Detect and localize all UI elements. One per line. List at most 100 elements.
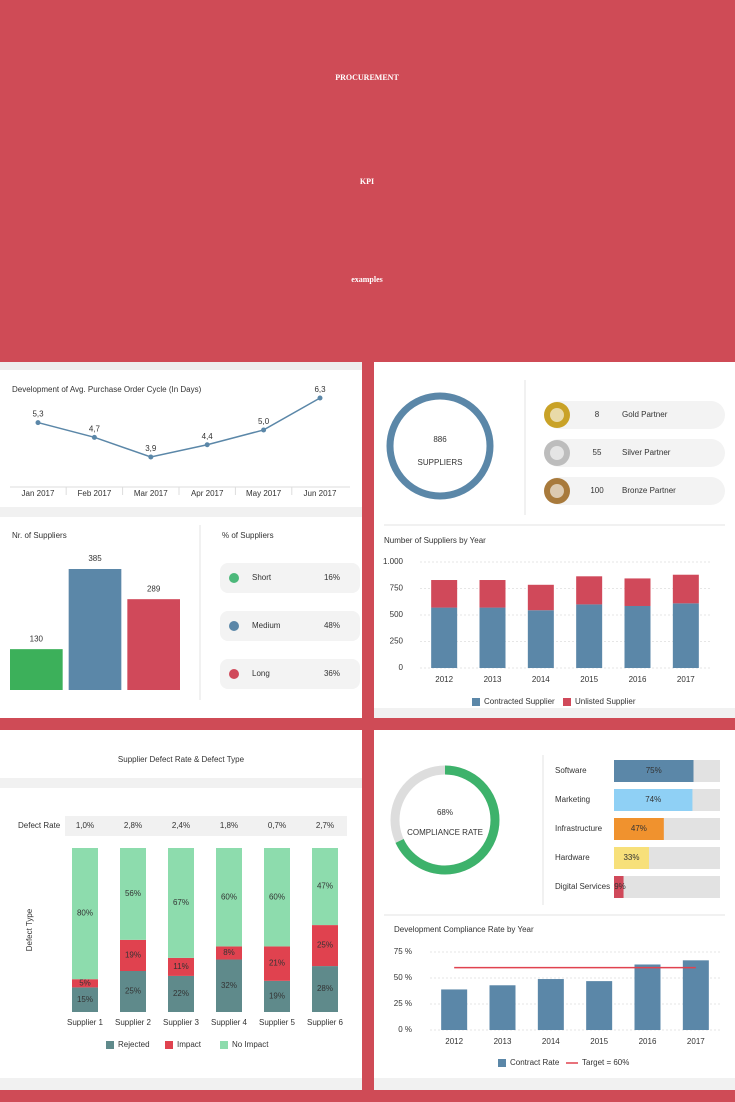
x-tick-label: 2015 xyxy=(580,675,598,684)
data-label: 47% xyxy=(317,882,333,891)
data-label: 4,4 xyxy=(202,432,214,441)
bar-segment xyxy=(312,848,338,926)
point xyxy=(148,454,154,460)
partner-label: Silver Partner xyxy=(622,448,671,457)
bar-segment xyxy=(624,578,651,606)
partner-label: Bronze Partner xyxy=(622,486,676,495)
y-axis-label: Defect Type xyxy=(25,908,34,951)
y-tick-label: 250 xyxy=(390,637,404,646)
bar-segment xyxy=(576,576,603,605)
partner-medal-inner xyxy=(550,484,564,498)
bar-label: Hardware xyxy=(555,853,590,862)
row-value: 2,4% xyxy=(172,821,190,830)
chart-title: Nr. of Suppliers xyxy=(12,531,67,540)
legend-swatch xyxy=(220,1041,228,1049)
bar-label: Digital Services xyxy=(555,882,610,891)
bar-label: Software xyxy=(555,766,587,775)
bar-segment xyxy=(527,610,554,668)
bar xyxy=(586,981,613,1030)
x-tick-label: Apr 2017 xyxy=(191,489,224,498)
legend-swatch xyxy=(498,1059,506,1067)
bar xyxy=(441,989,468,1030)
bar-segment xyxy=(624,605,651,668)
bar-segment xyxy=(672,574,699,604)
list-value: 36% xyxy=(324,669,340,678)
data-label: 6,3 xyxy=(314,385,326,394)
panel-band xyxy=(374,1078,735,1090)
data-label: 385 xyxy=(88,554,102,563)
x-tick-label: Jan 2017 xyxy=(22,489,55,498)
data-label: 80% xyxy=(77,909,93,918)
legend-swatch xyxy=(472,698,480,706)
row-band xyxy=(65,816,347,836)
gauge-value: 68% xyxy=(437,808,453,817)
legend-label: No Impact xyxy=(232,1040,269,1049)
x-tick-label: May 2017 xyxy=(246,489,282,498)
bar xyxy=(537,979,564,1030)
legend-swatch xyxy=(563,698,571,706)
bar-segment xyxy=(120,939,146,971)
bar-segment xyxy=(120,848,146,940)
point xyxy=(204,442,210,448)
x-tick-label: 2014 xyxy=(532,675,550,684)
bar xyxy=(614,847,649,869)
legend-label: Impact xyxy=(177,1040,202,1049)
point xyxy=(261,427,267,433)
data-label: 5,0 xyxy=(258,417,270,426)
partner-row xyxy=(545,439,725,467)
bar-segment xyxy=(264,980,290,1012)
bar-segment xyxy=(168,975,194,1012)
bar-segment xyxy=(527,584,554,611)
panel-band xyxy=(374,708,735,718)
y-tick-label: 50 % xyxy=(394,973,412,982)
row-value: 2,7% xyxy=(316,821,334,830)
bar-segment xyxy=(216,946,242,960)
row-value: 1,8% xyxy=(220,821,238,830)
x-tick-label: Supplier 3 xyxy=(163,1018,200,1027)
kpi-value: 886 xyxy=(433,435,447,444)
bar-segment xyxy=(264,848,290,947)
banner-line: examples xyxy=(351,275,383,284)
partner-row xyxy=(545,401,725,429)
bar-segment xyxy=(168,957,194,976)
banner-line: KPI xyxy=(360,177,374,186)
data-label: 75% xyxy=(646,766,662,775)
list-label: Medium xyxy=(252,621,281,630)
data-label: 25% xyxy=(317,941,333,950)
bar-segment xyxy=(479,580,506,608)
legend-label: Rejected xyxy=(118,1040,150,1049)
partner-medal-inner xyxy=(550,408,564,422)
x-tick-label: 2015 xyxy=(590,1037,608,1046)
legend-label: Contract Rate xyxy=(510,1058,560,1067)
bar xyxy=(614,760,694,782)
bar-segment xyxy=(479,607,506,668)
partner-count: 8 xyxy=(595,410,600,419)
x-tick-label: Supplier 2 xyxy=(115,1018,152,1027)
data-label: 5% xyxy=(79,978,91,987)
data-label: 22% xyxy=(173,989,189,998)
legend-label: Contracted Supplier xyxy=(484,697,555,706)
bar-segment xyxy=(431,607,458,668)
x-tick-label: 2016 xyxy=(629,675,647,684)
y-tick-label: 750 xyxy=(390,584,404,593)
legend-label: Target = 60% xyxy=(582,1058,629,1067)
x-tick-label: Supplier 6 xyxy=(307,1018,344,1027)
y-tick-label: 500 xyxy=(390,610,404,619)
panel-band xyxy=(0,1078,362,1090)
partner-row xyxy=(545,477,725,505)
list-row xyxy=(220,659,360,689)
partner-count: 55 xyxy=(593,448,602,457)
x-tick-label: Feb 2017 xyxy=(77,489,111,498)
bar-segment xyxy=(431,580,458,608)
bar-segment xyxy=(72,987,98,1012)
panel xyxy=(374,730,735,1090)
list-value: 16% xyxy=(324,573,340,582)
row-value: 0,7% xyxy=(268,821,286,830)
data-label: 130 xyxy=(30,634,44,643)
data-label: 25% xyxy=(125,987,141,996)
data-label: 60% xyxy=(221,892,237,901)
bar xyxy=(614,789,693,811)
gauge-arc xyxy=(390,765,500,875)
gauge-label: COMPLIANCE RATE xyxy=(407,828,483,837)
bar xyxy=(10,649,63,690)
